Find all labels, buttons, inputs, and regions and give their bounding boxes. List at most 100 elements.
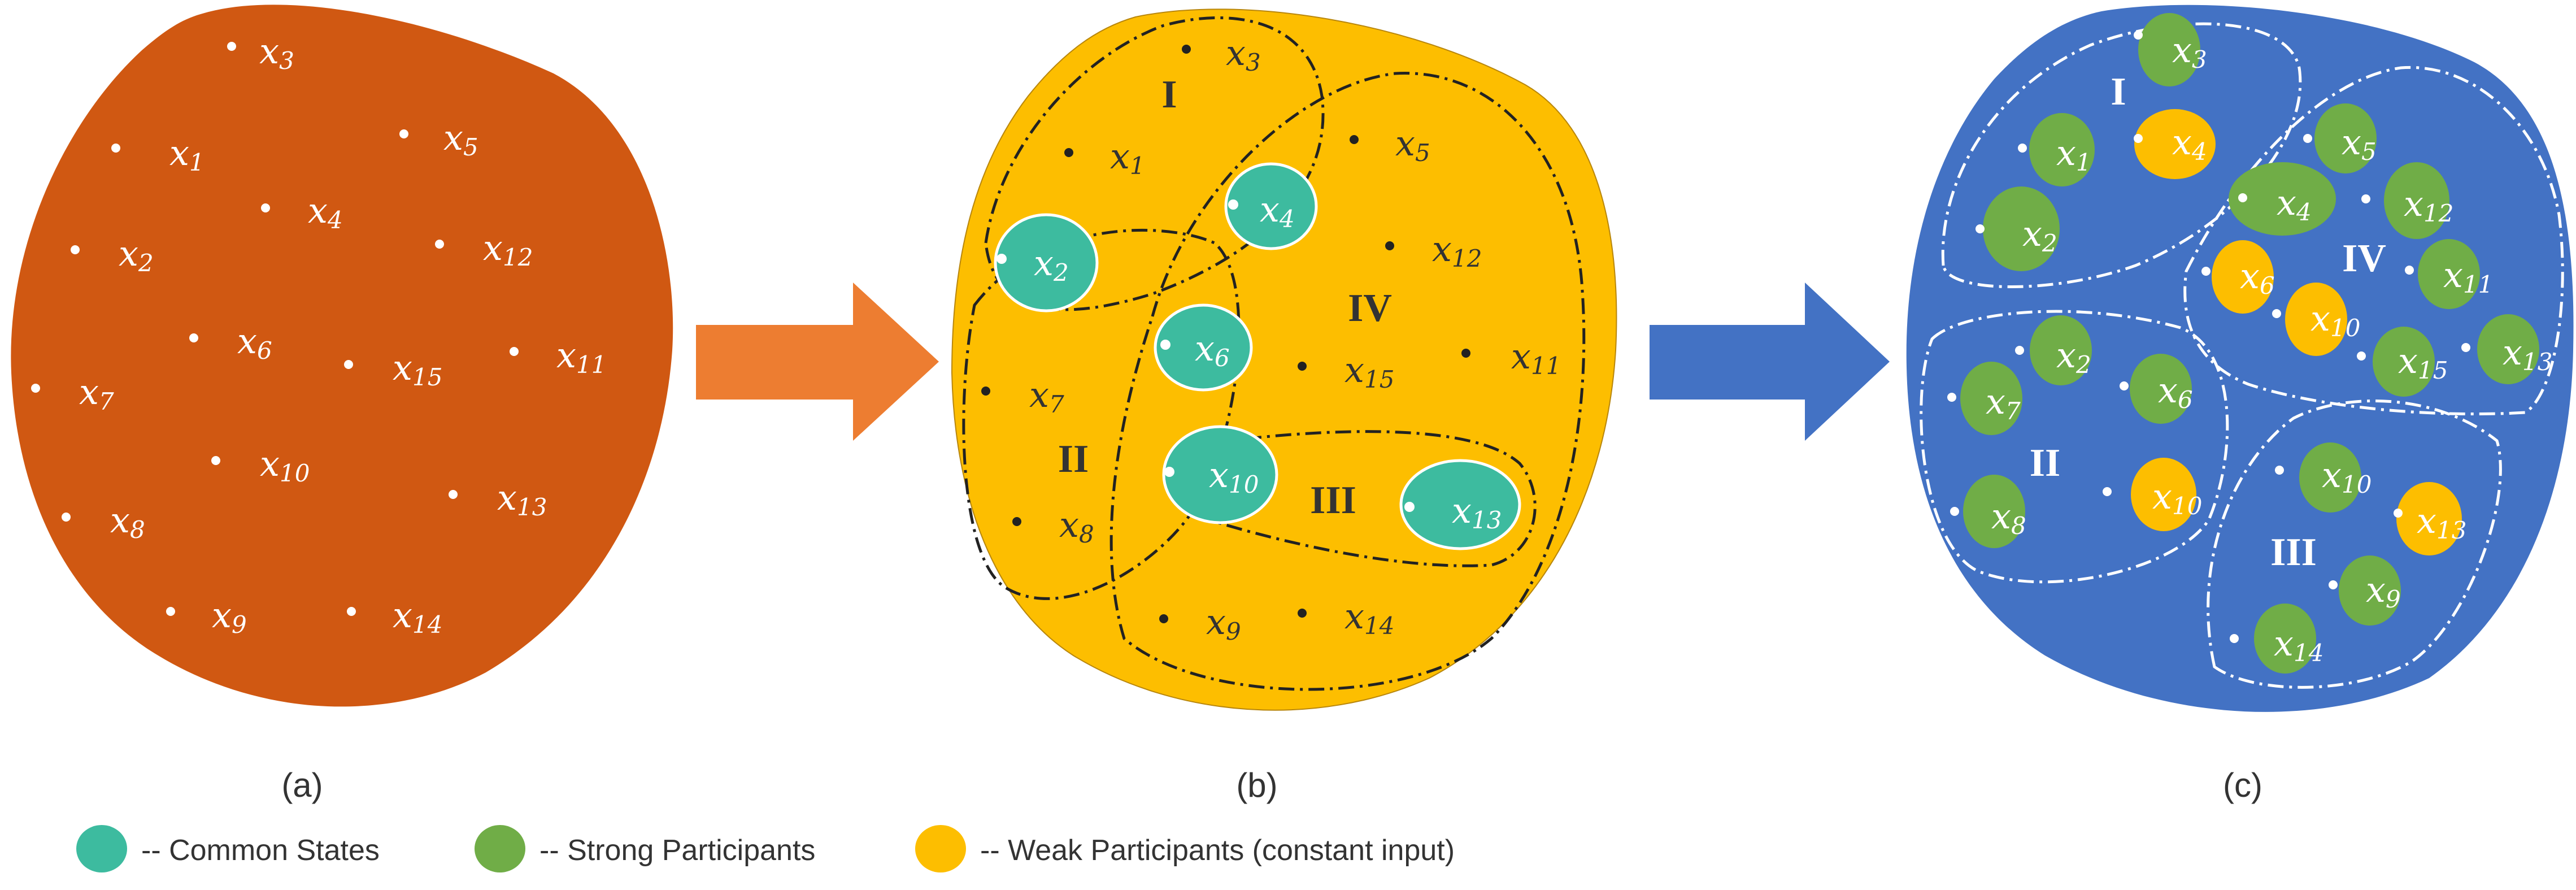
region-label: II <box>1058 437 1089 481</box>
strong-participant <box>2373 327 2435 397</box>
svg-text:x15: x15 <box>393 347 442 391</box>
svg-text:x14: x14 <box>393 594 442 639</box>
svg-text:x7: x7 <box>79 371 114 415</box>
legend-label: -- Common States <box>141 834 380 867</box>
node: x4 <box>2134 121 2207 166</box>
node: x2 <box>2015 335 2091 379</box>
svg-text:x10: x10 <box>2322 454 2372 498</box>
node: x11 <box>1461 336 1561 380</box>
node: x13 <box>449 477 547 521</box>
node: x8 <box>1950 496 2026 540</box>
panel-c-blob <box>1906 5 2574 712</box>
node: x14 <box>2230 623 2323 667</box>
node: x1 <box>2018 132 2091 176</box>
svg-text:x7: x7 <box>1029 374 1064 418</box>
panel-a: x3 x1 x5 x4 x2 x12 x6 x15 x11 x7 x10 x8 … <box>11 5 673 804</box>
region-outlines <box>1920 22 2564 689</box>
node: x11 <box>510 335 606 379</box>
svg-text:x14: x14 <box>2274 623 2323 667</box>
region-label: III <box>2270 531 2317 574</box>
svg-text:x8: x8 <box>1991 496 2026 540</box>
region-outline-I <box>1941 22 2302 288</box>
node: x14 <box>1298 596 1394 640</box>
strong-participant <box>1983 186 2060 271</box>
node: x10 <box>2103 476 2202 520</box>
weak-participant <box>2396 482 2462 555</box>
svg-text:x9: x9 <box>1206 601 1241 645</box>
svg-text:x6: x6 <box>2158 370 2193 414</box>
strong-participant <box>2418 239 2480 309</box>
common-states <box>994 162 1521 550</box>
node: x3 <box>2134 29 2207 73</box>
caption-a: (a) <box>281 766 323 804</box>
svg-text:x8: x8 <box>110 500 145 544</box>
node: x15 <box>344 347 442 391</box>
svg-text:x6: x6 <box>237 320 272 364</box>
node: x6 <box>1160 328 1230 372</box>
svg-text:x9: x9 <box>2366 569 2401 613</box>
node: x4 <box>261 190 343 234</box>
region-outline-II <box>962 228 1241 600</box>
node: x15 <box>1298 349 1394 393</box>
svg-text:x4: x4 <box>1260 189 1295 233</box>
svg-text:x12: x12 <box>1432 228 1482 272</box>
svg-text:x5: x5 <box>1395 123 1430 167</box>
node: x2 <box>997 242 1069 286</box>
strong-participant <box>2254 604 2316 674</box>
svg-text:x10: x10 <box>1209 454 1259 498</box>
node: x6 <box>189 320 272 364</box>
node: x5 <box>1350 123 1430 167</box>
svg-text:x10: x10 <box>260 443 310 487</box>
caption-b: (b) <box>1236 766 1277 804</box>
node: x9 <box>2329 569 2401 613</box>
arrow-a-to-b <box>696 283 939 441</box>
legend-label: -- Strong Participants <box>539 834 815 867</box>
node: x4 <box>2238 182 2312 226</box>
strong-participants <box>1960 13 2539 674</box>
node: x12 <box>435 227 533 271</box>
node: x3 <box>227 31 294 75</box>
weak-participant-swatch-icon <box>915 825 966 872</box>
svg-text:x7: x7 <box>1986 381 2021 425</box>
arrow-b-to-c <box>1650 283 1890 441</box>
node: x3 <box>1182 32 1261 76</box>
region-outline-III <box>1170 430 1537 567</box>
panel-b: I II III IV x3 x1 x4 x5 x2 x12 x6 x15 x1… <box>951 8 1617 804</box>
region-outline-I <box>984 16 1325 311</box>
node: x9 <box>166 594 247 639</box>
svg-text:x4: x4 <box>308 190 343 234</box>
strong-participant <box>2229 162 2336 236</box>
strong-participant <box>2299 442 2361 513</box>
region-outline-II <box>1920 310 2229 584</box>
weak-participant <box>2134 109 2216 179</box>
svg-text:x5: x5 <box>443 117 478 161</box>
legend-item-strong-participants: -- Strong Participants <box>475 825 815 872</box>
svg-text:x11: x11 <box>2443 254 2493 298</box>
svg-text:x15: x15 <box>1344 349 1394 393</box>
legend-label: -- Weak Participants (constant input) <box>980 834 1455 867</box>
legend-item-common-states: -- Common States <box>76 825 380 872</box>
node: x2 <box>71 233 154 277</box>
node: x13 <box>2461 332 2552 376</box>
node: x10 <box>211 443 310 487</box>
strong-participant <box>1963 475 2025 548</box>
node: x8 <box>62 500 145 544</box>
svg-text:x13: x13 <box>497 477 547 521</box>
node: x5 <box>399 117 478 161</box>
svg-text:x10: x10 <box>2310 298 2360 342</box>
panel-c: I II III IV x3 x1 x4 x2 x5 x4 x12 x6 x11… <box>1906 5 2574 804</box>
strong-participant <box>2029 113 2095 186</box>
node: x2 <box>1975 213 2057 257</box>
svg-text:x11: x11 <box>556 335 606 379</box>
svg-text:x12: x12 <box>483 227 533 271</box>
node: x12 <box>1385 228 1482 272</box>
node: x13 <box>1404 490 1502 534</box>
node: x13 <box>2394 500 2466 544</box>
svg-text:x4: x4 <box>2172 121 2207 166</box>
common-state-x2 <box>994 213 1099 312</box>
svg-text:x2: x2 <box>119 233 154 277</box>
svg-text:x3: x3 <box>2172 29 2207 73</box>
node: x10 <box>2275 454 2372 498</box>
legend: -- Common States -- Strong Participants … <box>76 825 1455 872</box>
node: x10 <box>2272 298 2360 342</box>
